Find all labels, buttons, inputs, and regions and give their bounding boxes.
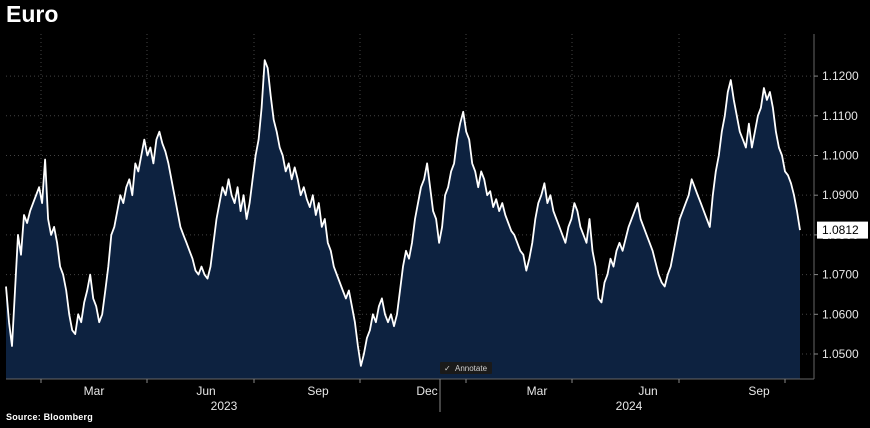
y-tick-label: 1.0900	[822, 188, 859, 202]
x-tick-label: Jun	[196, 384, 215, 398]
annotate-check-icon: ✓	[444, 364, 451, 373]
source-note: Source: Bloomberg	[6, 412, 93, 422]
y-tick-label: 1.1200	[822, 69, 859, 83]
series-area-fill	[6, 60, 800, 379]
x-tick-label: Mar	[84, 384, 105, 398]
last-value-badge-box	[817, 221, 868, 239]
y-tick-label: 1.0600	[822, 307, 859, 321]
last-value-badge: 1.0812	[817, 221, 868, 239]
y-tick-label: 1.1000	[822, 148, 859, 162]
x-year-label: 2023	[211, 399, 238, 413]
chart-title: Euro	[6, 1, 59, 27]
x-axis-ticks: Mar Jun Sep Dec Mar Jun Sep 2023 2024	[40, 379, 786, 413]
x-year-label: 2024	[616, 399, 643, 413]
x-tick-label: Jun	[638, 384, 657, 398]
x-tick-label: Mar	[527, 384, 548, 398]
last-value-label: 1.0812	[822, 223, 859, 237]
x-tick-label: Sep	[307, 384, 329, 398]
series-line	[5, 59, 801, 367]
x-tick-label: Dec	[416, 384, 437, 398]
annotate-button[interactable]: ✓ Annotate	[440, 362, 492, 374]
annotate-button-label[interactable]: Annotate	[455, 364, 488, 373]
y-tick-label: 1.1100	[822, 109, 858, 123]
x-tick-label: Sep	[748, 384, 770, 398]
y-tick-label: 1.0500	[822, 347, 859, 361]
y-tick-label: 1.0700	[822, 268, 859, 282]
y-axis-ticks: 1.12001.11001.10001.09001.08001.07001.06…	[814, 69, 859, 361]
annotate-button-box[interactable]	[440, 362, 492, 374]
